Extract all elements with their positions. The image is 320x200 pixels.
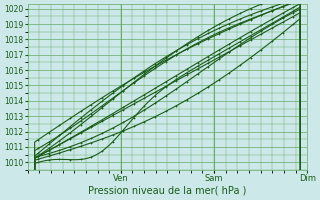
X-axis label: Pression niveau de la mer( hPa ): Pression niveau de la mer( hPa ) — [88, 186, 247, 196]
